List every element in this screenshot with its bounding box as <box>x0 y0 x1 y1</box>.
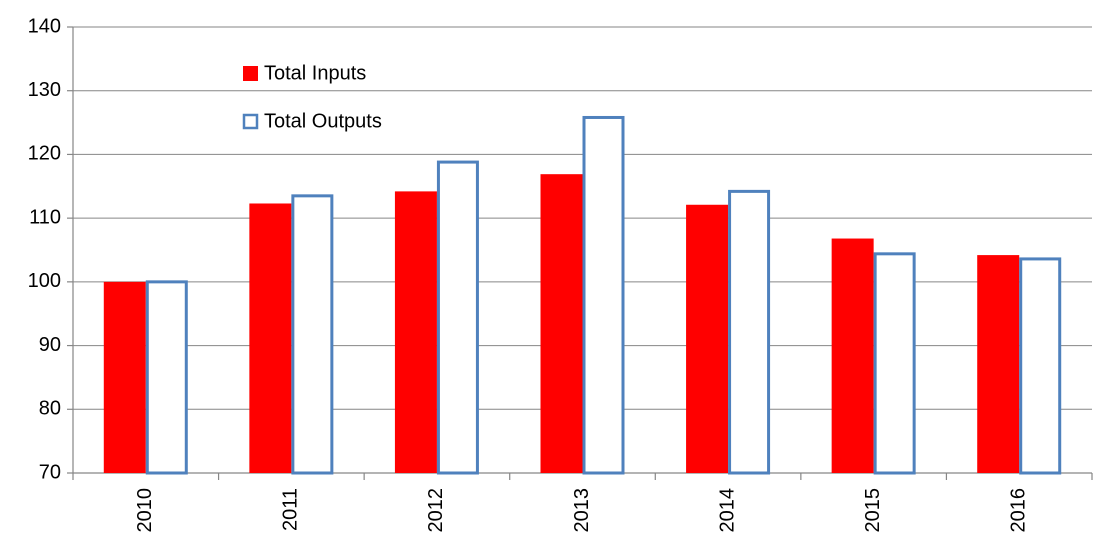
y-tick-label: 90 <box>39 334 61 356</box>
x-tick-label: 2013 <box>571 488 593 533</box>
y-tick-label: 120 <box>28 143 61 165</box>
bar <box>728 189 771 475</box>
bar <box>145 280 188 475</box>
bar <box>540 174 583 473</box>
bar <box>686 204 729 473</box>
x-tick-label: 2012 <box>425 488 447 533</box>
bar <box>249 203 292 473</box>
bar <box>291 194 334 475</box>
x-tick-label: 2016 <box>1007 488 1029 533</box>
legend-label: Total Inputs <box>264 62 366 84</box>
x-tick-label: 2010 <box>134 488 156 533</box>
bar <box>436 160 479 475</box>
x-tick-label: 2014 <box>716 488 738 533</box>
bar <box>103 281 146 473</box>
legend-swatch <box>242 113 259 130</box>
bar <box>582 115 625 475</box>
x-tick-label: 2011 <box>280 488 302 531</box>
y-tick-label: 110 <box>29 206 61 228</box>
bar <box>873 252 916 475</box>
bar <box>394 191 437 473</box>
legend-swatch <box>243 66 258 81</box>
legend-label: Total Outputs <box>264 110 382 132</box>
y-tick-label: 140 <box>28 15 61 37</box>
x-tick-label: 2015 <box>862 488 884 533</box>
bar <box>1019 257 1062 475</box>
y-tick-label: 70 <box>39 461 61 483</box>
y-tick-label: 100 <box>28 270 61 292</box>
y-tick-label: 130 <box>28 79 61 101</box>
bar <box>977 255 1020 473</box>
bar <box>831 238 874 473</box>
y-tick-label: 80 <box>39 398 61 420</box>
